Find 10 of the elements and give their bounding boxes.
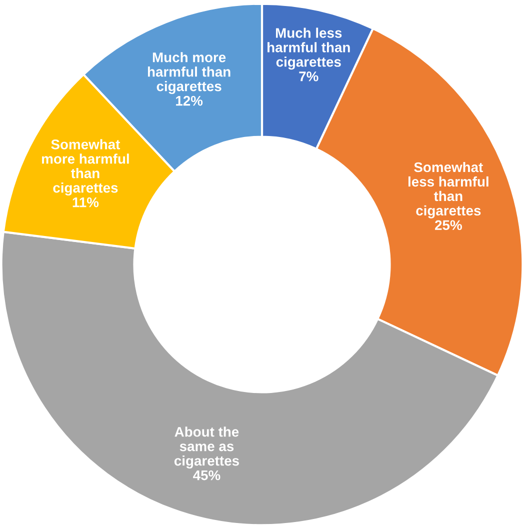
data-label: 7% bbox=[299, 72, 318, 82]
data-label: 12% bbox=[176, 96, 203, 106]
slice-label: Much more harmful than cigarettes bbox=[148, 52, 230, 94]
data-label: 45% bbox=[193, 470, 220, 480]
slice-label: Somewhat more harmful than cigarettes bbox=[42, 139, 129, 196]
data-label: 11% bbox=[72, 197, 99, 208]
data-label: 25% bbox=[435, 220, 462, 230]
slice-label: Much less harmful than cigarettes bbox=[268, 28, 350, 70]
slice-label: Somewhat less harmful than cigarettes bbox=[408, 162, 488, 218]
slice-label: About the same as cigarettes bbox=[174, 426, 239, 468]
